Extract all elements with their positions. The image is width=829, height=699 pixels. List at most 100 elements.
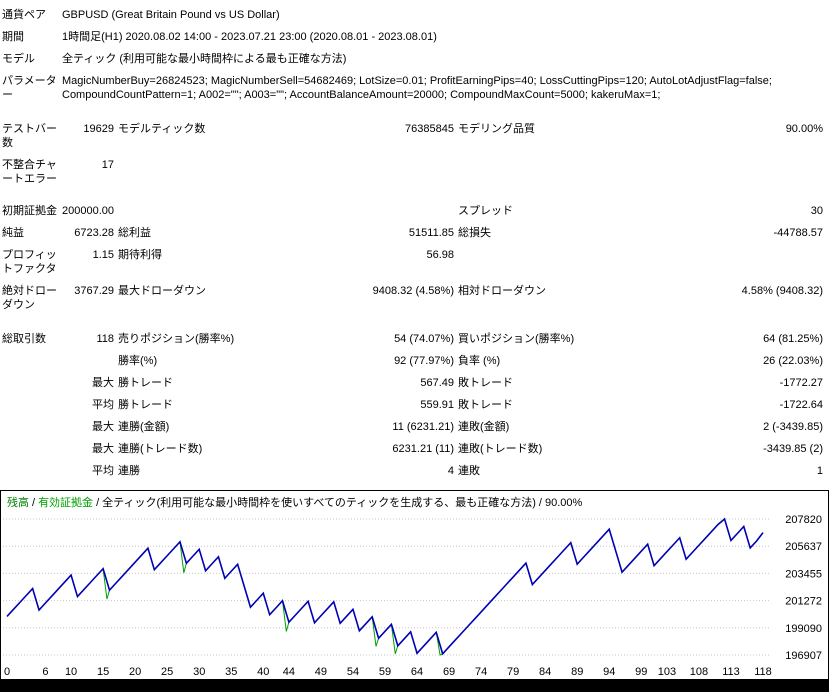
stat-label xyxy=(456,154,611,190)
stat-label: パラメーター xyxy=(2,75,57,101)
stat-value: GBPUSD (Great Britain Pound vs US Dollar… xyxy=(62,9,280,21)
svg-text:40: 40 xyxy=(257,666,269,678)
stat-value: 76385845 xyxy=(405,123,454,135)
stat-label: 連勝 xyxy=(118,465,140,477)
stat-value: 平均 xyxy=(92,399,114,411)
row-max-consecutive-count: 最大 連勝(トレード数) 6231.21 (11) 連敗(トレード数) -343… xyxy=(0,438,825,460)
svg-text:203455: 203455 xyxy=(785,568,822,580)
stat-value xyxy=(326,154,456,190)
stat-label: 通貨ペア xyxy=(2,9,46,21)
stat-value: 19629 xyxy=(83,123,114,135)
svg-text:113: 113 xyxy=(722,666,740,678)
svg-text:108: 108 xyxy=(690,666,708,678)
stat-label xyxy=(0,438,60,460)
stat-value: 26 (22.03%) xyxy=(763,355,823,367)
legend-balance-label: 残高 xyxy=(7,497,29,509)
stat-label: 期待利得 xyxy=(118,249,162,261)
row-symbol: 通貨ペア GBPUSD (Great Britain Pound vs US D… xyxy=(0,4,825,26)
legend-separator: / xyxy=(32,497,36,509)
svg-text:74: 74 xyxy=(475,666,487,678)
svg-text:6: 6 xyxy=(42,666,48,678)
svg-text:20: 20 xyxy=(129,666,141,678)
stat-value xyxy=(60,350,116,372)
row-total-trades: 総取引数 118 売りポジション(勝率%) 54 (74.07%) 買いポジショ… xyxy=(0,316,825,350)
stat-value: 17 xyxy=(101,159,114,171)
svg-text:199090: 199090 xyxy=(785,623,822,635)
stat-value: 567.49 xyxy=(420,377,454,389)
stat-label: プロフィットファクタ xyxy=(2,249,57,275)
stat-value: 6231.21 (11) xyxy=(392,443,454,455)
stat-label: 連敗(金額) xyxy=(458,421,510,433)
stat-label: 買いポジション(勝率%) xyxy=(458,333,575,345)
row-max-consecutive-amount: 最大 連勝(金額) 11 (6231.21) 連敗(金額) 2 (-3439.8… xyxy=(0,416,825,438)
stat-value xyxy=(326,190,456,222)
stat-value xyxy=(611,244,825,280)
stat-label xyxy=(116,190,326,222)
svg-text:89: 89 xyxy=(571,666,583,678)
row-net-profit: 純益 6723.28 総利益 51511.85 総損失 -44788.57 xyxy=(0,222,825,244)
stat-label xyxy=(456,244,611,280)
stat-value: 4 xyxy=(447,465,454,477)
row-parameters: パラメーター MagicNumberBuy=26824523; MagicNum… xyxy=(0,70,825,106)
stat-value: 56.98 xyxy=(426,249,454,261)
stat-value: 1時間足(H1) 2020.08.02 14:00 - 2023.07.21 2… xyxy=(62,31,437,43)
stat-label: テストバー数 xyxy=(2,123,57,149)
stat-value: 1.15 xyxy=(92,249,114,261)
stat-label: 純益 xyxy=(2,227,24,239)
stat-value: 118 xyxy=(96,333,114,345)
stat-label: 敗トレード xyxy=(458,377,513,389)
stat-label: 連勝(トレード数) xyxy=(118,443,203,455)
stat-value: 最大 xyxy=(92,421,114,433)
stat-value: -1722.64 xyxy=(779,399,823,411)
svg-text:49: 49 xyxy=(315,666,327,678)
stat-value: 64 (81.25%) xyxy=(763,333,823,345)
stat-value: 最大 xyxy=(92,443,114,455)
stat-value: 51511.85 xyxy=(408,227,454,239)
stat-value: 平均 xyxy=(92,465,114,477)
stat-label: 初期証拠金 xyxy=(2,205,57,217)
stat-label: モデルティック数 xyxy=(118,123,206,135)
legend-model-label: 全ティック(利用可能な最小時間枠を使いすべてのティックを生成する、最も正確な方法… xyxy=(102,497,536,509)
stat-label: 総取引数 xyxy=(2,333,46,345)
stat-label xyxy=(116,154,326,190)
svg-text:69: 69 xyxy=(443,666,455,678)
row-mismatched-errors: 不整合チャートエラー 17 xyxy=(0,154,825,190)
svg-text:205637: 205637 xyxy=(785,541,822,553)
legend-separator: / xyxy=(538,497,542,509)
stat-label: モデル xyxy=(2,53,35,65)
stat-label: 敗トレード xyxy=(458,399,513,411)
svg-text:99: 99 xyxy=(635,666,647,678)
row-period: 期間 1時間足(H1) 2020.08.02 14:00 - 2023.07.2… xyxy=(0,26,825,48)
stat-label xyxy=(0,416,60,438)
balance-chart: 残高 / 有効証拠金 / 全ティック(利用可能な最小時間枠を使いすべてのティックを生成す… xyxy=(0,490,829,692)
row-average-consecutive: 平均 連勝 4 連敗 1 xyxy=(0,460,825,482)
stat-value: -1772.27 xyxy=(779,377,823,389)
stat-label: 負率 (%) xyxy=(458,355,501,367)
balance-curve-plot: 207820 205637 203455 201272 199090 196907 0 6 10… xyxy=(1,509,828,679)
stat-value: 559.91 xyxy=(420,399,454,411)
stat-value: MagicNumberBuy=26824523; MagicNumberSell… xyxy=(62,75,772,101)
stat-label: 最大ドローダウン xyxy=(118,285,206,297)
legend-equity-label: 有効証拠金 xyxy=(38,497,94,509)
svg-text:94: 94 xyxy=(603,666,615,678)
stat-value: 11 (6231.21) xyxy=(392,421,454,433)
stat-value xyxy=(611,154,825,190)
stat-label: 連敗 xyxy=(458,465,480,477)
stat-value: 2 (-3439.85) xyxy=(763,421,823,433)
row-win-rate: 勝率(%) 92 (77.97%) 負率 (%) 26 (22.03%) xyxy=(0,350,825,372)
svg-text:15: 15 xyxy=(97,666,109,678)
stat-label: モデリング品質 xyxy=(458,123,535,135)
stat-value: 最大 xyxy=(92,377,114,389)
svg-text:10: 10 xyxy=(65,666,77,678)
stat-value: 90.00% xyxy=(785,123,823,135)
chart-legend: 残高 / 有効証拠金 / 全ティック(利用可能な最小時間枠を使いすべてのティックを生成す… xyxy=(1,491,828,509)
report-table: 通貨ペア GBPUSD (Great Britain Pound vs US D… xyxy=(0,4,825,482)
stat-label xyxy=(0,350,60,372)
stat-label: 勝トレード xyxy=(118,377,173,389)
legend-separator: / xyxy=(96,497,100,509)
svg-text:25: 25 xyxy=(161,666,173,678)
svg-text:64: 64 xyxy=(411,666,423,678)
svg-text:59: 59 xyxy=(379,666,391,678)
stat-label: 相対ドローダウン xyxy=(458,285,546,297)
svg-text:0: 0 xyxy=(4,666,10,678)
